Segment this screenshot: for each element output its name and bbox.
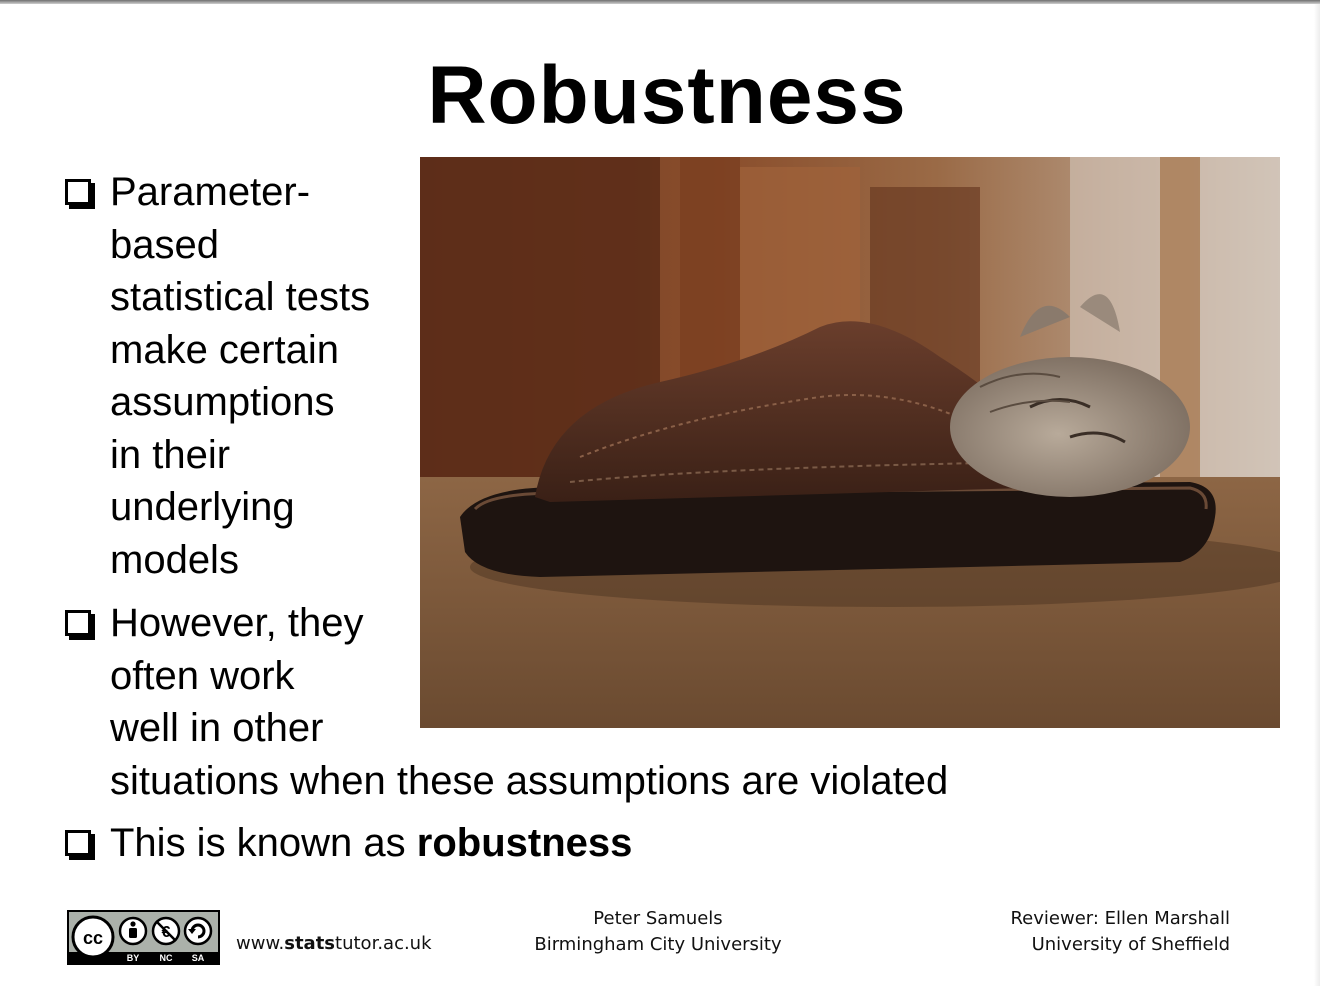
bullet-line: statistical tests bbox=[110, 275, 371, 319]
share-alike-icon bbox=[183, 916, 213, 946]
bullet-row: This is known as robustness bbox=[62, 817, 862, 870]
bullet-line: models bbox=[110, 537, 239, 582]
author-affiliation: Birmingham City University bbox=[534, 934, 782, 955]
bullet-parameter-tests: Parameter- based statistical tests make … bbox=[62, 166, 402, 586]
license-term-by: BY bbox=[127, 953, 140, 963]
bullet-line: based bbox=[110, 222, 219, 267]
website-prefix: www. bbox=[236, 933, 285, 954]
website-link[interactable]: www.statstutor.ac.uk bbox=[236, 931, 432, 957]
bullet-line: in their bbox=[110, 432, 231, 477]
reviewer-name: Reviewer: Ellen Marshall bbox=[1010, 908, 1230, 929]
bullet-line: Parameter- bbox=[110, 170, 311, 214]
slide-title: Robustness bbox=[427, 50, 907, 141]
bullet-line: situations when these assumptions are vi… bbox=[110, 758, 949, 803]
reviewer-credit: Reviewer: Ellen Marshall University of S… bbox=[870, 906, 1230, 958]
reviewer-affiliation: University of Sheffield bbox=[1031, 934, 1230, 955]
bullet-row: However, they often work well in other s… bbox=[62, 597, 1062, 807]
bullet-line: underlying bbox=[110, 485, 295, 529]
website-suffix: tutor.ac.uk bbox=[335, 933, 432, 954]
kitten-in-shoe-illustration bbox=[420, 157, 1280, 728]
top-border bbox=[0, 0, 1320, 4]
license-term-sa: SA bbox=[192, 953, 205, 963]
author-credit: Peter Samuels Birmingham City University bbox=[510, 906, 806, 958]
website-bold-part: stats bbox=[284, 933, 336, 954]
license-term-nc: NC bbox=[160, 953, 173, 963]
bullet-line: assumptions bbox=[110, 380, 335, 424]
right-edge-shadow bbox=[1314, 4, 1320, 986]
bullet-text: This is known as bbox=[110, 821, 417, 865]
bullet-line: make certain bbox=[110, 327, 339, 372]
kitten-in-shoe-photo bbox=[420, 157, 1280, 728]
cc-logo-text: cc bbox=[83, 928, 103, 948]
checkbox-bullet-icon bbox=[65, 610, 91, 636]
bullet-row: Parameter- based statistical tests make … bbox=[62, 166, 402, 586]
bullet-line: However, they bbox=[110, 601, 364, 645]
bullet-line: often work bbox=[110, 653, 295, 698]
checkbox-bullet-icon bbox=[65, 179, 91, 205]
cc-logo-icon bbox=[71, 915, 115, 959]
creative-commons-license-badge[interactable]: cc € BY NC SA bbox=[67, 910, 220, 965]
bullet-line: well in other bbox=[110, 706, 324, 750]
bullet-however: However, they often work well in other s… bbox=[62, 597, 1062, 807]
author-name: Peter Samuels bbox=[593, 908, 723, 929]
checkbox-bullet-icon bbox=[65, 830, 91, 856]
bullet-emphasis: robustness bbox=[416, 821, 633, 865]
bullet-robustness: This is known as robustness bbox=[62, 817, 862, 870]
